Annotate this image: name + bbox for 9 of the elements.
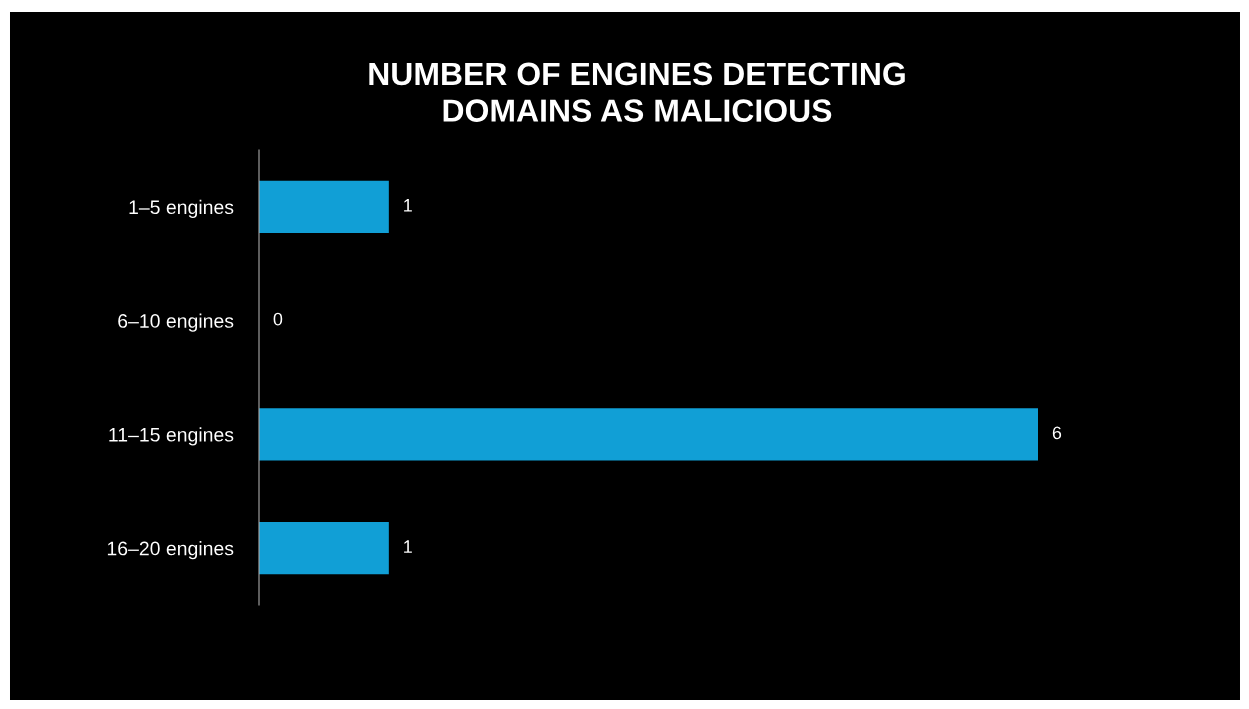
y-tick-label: 16–20 engines bbox=[107, 541, 234, 560]
data-label: 6 bbox=[1052, 426, 1062, 440]
data-label: 1 bbox=[404, 199, 412, 212]
y-tick-label: 6–10 engines bbox=[118, 313, 234, 332]
y-tick-label: 1–5 engines bbox=[129, 199, 234, 218]
data-label: 1 bbox=[404, 540, 412, 553]
data-label: 0 bbox=[273, 312, 283, 326]
chart-title: NUMBER OF ENGINES DETECTING DOMAINS AS MALICIOUS bbox=[369, 62, 905, 122]
y-tick-label: 11–15 engines bbox=[109, 427, 234, 446]
